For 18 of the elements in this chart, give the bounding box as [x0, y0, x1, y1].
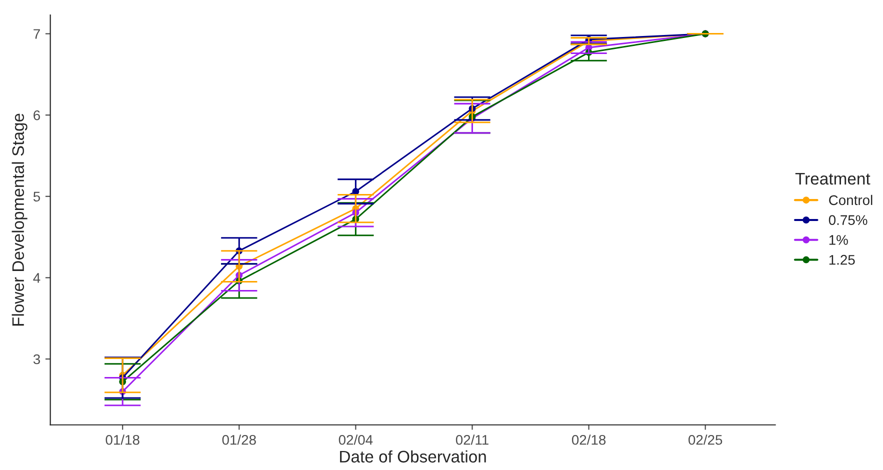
x-tick-label: 02/18 — [572, 434, 606, 445]
y-tick-label: 5 — [33, 192, 40, 202]
x-tick-label: 02/25 — [688, 434, 722, 445]
x-tick-label: 02/04 — [338, 434, 373, 445]
legend-label: 1% — [829, 235, 848, 245]
y-tick-label: 4 — [33, 273, 40, 283]
y-axis-title: Flower Developmental Stage — [12, 114, 28, 326]
legend-title: Treatment — [795, 173, 870, 185]
legend-label: 0.75% — [828, 215, 868, 225]
legend-label: Control — [829, 194, 872, 206]
x-tick-label: 01/18 — [106, 434, 140, 445]
x-tick-label: 02/11 — [456, 434, 488, 445]
x-axis-title: Date of Observation — [340, 450, 486, 463]
y-tick-label: 7 — [34, 29, 40, 39]
y-tick-label: 6 — [34, 110, 40, 120]
legend-label: 1.25 — [829, 254, 855, 265]
x-tick-label: 01/28 — [222, 434, 256, 445]
y-tick-label: 3 — [33, 354, 40, 364]
